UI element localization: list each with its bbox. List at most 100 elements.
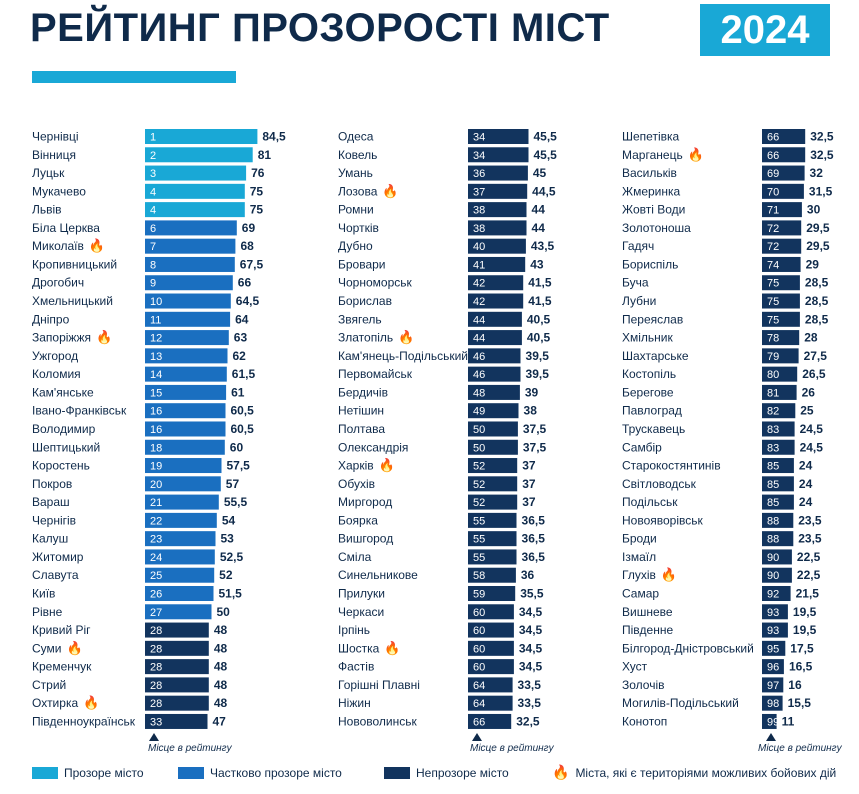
- page-title: РЕЙТИНГ ПРОЗОРОСТІ МІСТ: [30, 6, 610, 50]
- score-label: 26,5: [802, 367, 826, 381]
- rank-label: 3: [150, 168, 156, 180]
- score-label: 22,5: [797, 550, 821, 564]
- score-label: 64,5: [236, 294, 260, 308]
- city-label: Дубно: [338, 239, 373, 253]
- legend-swatch-opaque: [384, 767, 410, 779]
- city-label: Ромни: [338, 203, 374, 217]
- score-bar: [762, 129, 806, 144]
- flame-icon: 🔥: [552, 765, 570, 781]
- rank-label: 60: [473, 607, 485, 619]
- score-label: 44,5: [532, 184, 556, 198]
- city-label: Лубни: [622, 294, 656, 308]
- score-bar: [762, 640, 786, 656]
- rank-label: 95: [767, 643, 779, 655]
- flame-icon: 🔥: [384, 640, 400, 656]
- score-label: 50: [217, 605, 231, 619]
- score-label: 62: [232, 349, 246, 363]
- score-label: 60: [230, 440, 244, 454]
- score-label: 61,5: [232, 367, 256, 381]
- score-bar: [145, 640, 209, 656]
- score-bar: [762, 622, 788, 638]
- score-label: 68: [240, 239, 254, 253]
- rank-label: 81: [767, 387, 779, 399]
- city-label: Подільськ: [622, 495, 678, 509]
- city-label: Шостка: [338, 641, 380, 655]
- city-label: Кременчук: [32, 660, 92, 674]
- score-label: 32,5: [516, 714, 540, 728]
- rank-label: 46: [473, 351, 485, 363]
- score-label: 34,5: [519, 641, 543, 655]
- score-label: 75: [250, 184, 264, 198]
- rank-label: 64: [473, 698, 485, 710]
- score-label: 37,5: [523, 440, 547, 454]
- city-label: Ізмаїл: [622, 550, 656, 564]
- score-label: 34,5: [519, 660, 543, 674]
- rank-label: 93: [767, 607, 779, 619]
- rank-label: 44: [473, 333, 485, 345]
- score-label: 40,5: [527, 331, 551, 345]
- score-label: 64: [235, 312, 249, 326]
- rank-label: 16: [150, 406, 162, 418]
- score-bar: [762, 512, 794, 528]
- score-label: 57,5: [226, 459, 250, 473]
- rank-label: 85: [767, 479, 779, 491]
- rank-label: 83: [767, 442, 779, 454]
- flame-icon: 🔥: [83, 695, 99, 711]
- score-bar: [145, 275, 233, 291]
- city-label: Кам'янець-Подільський: [338, 349, 468, 363]
- city-label: Південне: [622, 623, 673, 637]
- score-bar: [468, 512, 517, 528]
- score-label: 37,5: [523, 422, 547, 436]
- score-label: 30: [807, 203, 821, 217]
- score-bar: [762, 293, 800, 309]
- city-label: Вінниця: [32, 148, 76, 162]
- score-label: 41,5: [528, 294, 552, 308]
- rank-label: 40: [473, 241, 485, 253]
- rank-label: 88: [767, 515, 779, 527]
- city-label: Київ: [32, 587, 55, 601]
- rank-label: 34: [473, 132, 485, 144]
- rank-label: 28: [150, 680, 162, 692]
- score-label: 22,5: [797, 568, 821, 582]
- score-label: 28,5: [805, 276, 829, 290]
- rank-label: 15: [150, 387, 162, 399]
- score-label: 53: [220, 532, 234, 546]
- score-bar: [468, 659, 514, 675]
- city-label: Вараш: [32, 495, 70, 509]
- year-badge: 2024: [700, 4, 830, 56]
- rank-label: 79: [767, 351, 779, 363]
- legend-label-transparent: Прозоре місто: [64, 766, 144, 780]
- score-bar: [468, 604, 514, 620]
- score-label: 43,5: [531, 239, 555, 253]
- score-bar: [145, 311, 231, 327]
- rank-label: 20: [150, 479, 162, 491]
- rank-label: 69: [767, 168, 779, 180]
- score-label: 37: [522, 477, 536, 491]
- score-label: 37: [522, 495, 536, 509]
- rank-label: 96: [767, 662, 779, 674]
- rank-label: 38: [473, 205, 485, 217]
- score-bar: [145, 348, 228, 364]
- rank-label: 66: [767, 150, 779, 162]
- legend-label-opaque: Непрозоре місто: [416, 766, 509, 780]
- score-bar: [468, 183, 528, 199]
- city-label: Ужгород: [32, 349, 78, 363]
- city-label: Обухів: [338, 477, 375, 491]
- flame-icon: 🔥: [96, 330, 112, 346]
- city-label: Світловодськ: [622, 477, 697, 491]
- score-bar: [468, 640, 514, 656]
- city-label: Гадяч: [622, 239, 654, 253]
- rank-label: 66: [767, 132, 779, 144]
- rank-label: 72: [767, 241, 779, 253]
- city-label: Кам'янське: [32, 385, 94, 399]
- score-label: 48: [214, 678, 228, 692]
- rank-label: 28: [150, 625, 162, 637]
- city-label: Вишгород: [338, 532, 393, 546]
- score-bar: [145, 366, 227, 382]
- score-label: 19,5: [793, 605, 817, 619]
- score-label: 34,5: [519, 623, 543, 637]
- flame-icon: 🔥: [398, 330, 414, 346]
- score-label: 34,5: [519, 605, 543, 619]
- score-bar: [762, 421, 795, 437]
- score-bar: [145, 165, 247, 181]
